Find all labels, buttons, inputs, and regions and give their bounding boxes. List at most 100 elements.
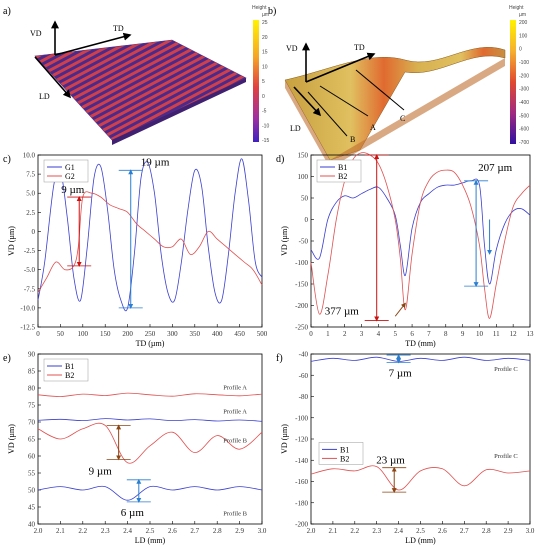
x-tick-label: 7 bbox=[427, 330, 431, 338]
panel-a: a) VD TD LD Height µm 25 20 15 10 5 0 -5 -10 -15 bbox=[3, 5, 269, 145]
panel-d-letter: d) bbox=[276, 154, 284, 165]
y-tick-label: -100 bbox=[295, 414, 308, 422]
y-axis-label: VD (µm) bbox=[280, 226, 289, 256]
x-tick-label: 100 bbox=[78, 330, 89, 338]
y-tick-label: 80 bbox=[28, 385, 36, 393]
y-tick-label: -7.5 bbox=[24, 285, 36, 293]
colorbar-tick-label: -10 bbox=[262, 123, 269, 129]
profile-label-c: C bbox=[400, 114, 405, 123]
x-tick-label: 400 bbox=[212, 330, 223, 338]
y-tick-label: 70 bbox=[28, 419, 36, 427]
td-label-b: TD bbox=[354, 43, 365, 52]
y-tick-label: 0 bbox=[305, 216, 309, 224]
y-tick-label: 10.0 bbox=[23, 152, 36, 160]
x-tick-label: 10 bbox=[476, 330, 484, 338]
profile-label: Profile B bbox=[223, 437, 247, 444]
x-tick-label: 150 bbox=[100, 330, 111, 338]
y-tick-label: -250 bbox=[295, 324, 308, 332]
x-tick-label: 350 bbox=[190, 330, 201, 338]
ld-label-b: LD bbox=[290, 124, 301, 133]
y-tick-label: 7.5 bbox=[26, 171, 35, 179]
colorbar-tick-label: 100 bbox=[519, 33, 528, 39]
y-tick-label: 50 bbox=[301, 195, 309, 203]
panel-b: b) VD TD LD B A C Height µm 200 100 0 -100 -… bbox=[268, 5, 529, 168]
colorbar-tick-label: 25 bbox=[262, 20, 268, 26]
colorbar-tick-label: 15 bbox=[262, 50, 268, 56]
colorbar-tick-label: 0 bbox=[519, 47, 522, 53]
colorbar-tick-label: 5 bbox=[262, 79, 265, 85]
x-tick-label: 0 bbox=[36, 330, 40, 338]
x-tick-label: 2.7 bbox=[460, 527, 469, 535]
y-tick-label: 55 bbox=[28, 470, 36, 478]
profile-line-a bbox=[319, 85, 369, 117]
y-tick-label: -40 bbox=[299, 351, 309, 359]
legend-entry: B1 bbox=[65, 362, 74, 371]
series-line-b1 bbox=[37, 418, 263, 422]
x-tick-label: 3.0 bbox=[258, 527, 267, 535]
x-tick-label: 250 bbox=[145, 330, 156, 338]
x-tick-label: 2.3 bbox=[372, 527, 381, 535]
x-tick-label: 2.8 bbox=[213, 527, 222, 535]
panel-f-letter: f) bbox=[276, 353, 283, 364]
x-tick-label: 2.9 bbox=[504, 527, 513, 535]
x-axis-label: LD (mm) bbox=[405, 536, 436, 545]
y-tick-label: 50 bbox=[28, 487, 36, 495]
y-tick-label: 0 bbox=[32, 228, 36, 236]
x-tick-label: 2.3 bbox=[101, 527, 110, 535]
profile-label: Profile B bbox=[223, 511, 247, 518]
colorbar-tick-label: -5 bbox=[262, 109, 267, 115]
y-tick-label: 2.5 bbox=[26, 209, 35, 217]
y-tick-label: 5.0 bbox=[26, 190, 35, 198]
surface-a-edge bbox=[112, 78, 246, 145]
x-tick-label: 6 bbox=[410, 330, 414, 338]
x-tick-label: 2.5 bbox=[146, 527, 155, 535]
profile-line-b bbox=[307, 91, 348, 137]
td-axis-arrow-b bbox=[305, 52, 376, 83]
legend-entry: G1 bbox=[65, 163, 75, 172]
y-tick-label: -200 bbox=[295, 521, 308, 529]
y-axis-label: VD (µm) bbox=[280, 424, 289, 454]
y-tick-label: -120 bbox=[295, 436, 308, 444]
x-tick-label: 2.0 bbox=[34, 527, 43, 535]
colorbar-tick-label: -400 bbox=[519, 100, 529, 106]
profile-label: Profile A bbox=[223, 409, 247, 416]
y-tick-label: 90 bbox=[28, 351, 36, 359]
legend-entry: B1 bbox=[338, 163, 347, 172]
legend-entry: G2 bbox=[65, 172, 75, 181]
colorbar-tick-label: -500 bbox=[519, 113, 529, 119]
colorbar-a bbox=[253, 20, 259, 142]
profile-label-a: A bbox=[370, 123, 376, 132]
annotation-label: 23 µm bbox=[376, 455, 405, 467]
x-tick-label: 50 bbox=[57, 330, 65, 338]
series-line-g2 bbox=[37, 191, 263, 293]
y-tick-label: 150 bbox=[298, 152, 309, 160]
x-tick-label: 11 bbox=[493, 330, 500, 338]
annotation-label: 6 µm bbox=[121, 507, 145, 519]
x-tick-label: 2.4 bbox=[394, 527, 403, 535]
y-tick-label: -150 bbox=[295, 281, 308, 289]
ld-label-a: LD bbox=[39, 92, 50, 101]
legend-entry: B2 bbox=[65, 371, 74, 380]
x-tick-label: 2.1 bbox=[56, 527, 65, 535]
x-tick-label: 2.2 bbox=[350, 527, 359, 535]
y-tick-label: -50 bbox=[299, 238, 309, 246]
colorbar-tick-label: -600 bbox=[519, 127, 529, 133]
y-tick-label: -12.5 bbox=[20, 324, 35, 332]
panel-b-letter: b) bbox=[268, 6, 276, 17]
colorbar-tick-label: -300 bbox=[519, 87, 529, 93]
legend-entry: B2 bbox=[338, 172, 347, 181]
series-line-b1 bbox=[37, 485, 263, 501]
y-tick-label: 65 bbox=[28, 436, 36, 444]
panel-d: d)0 1 2 3 4 5 6 7 8 9 10 11 12 13150100500-50-100-150… bbox=[276, 152, 534, 349]
x-tick-label: 3 bbox=[360, 330, 364, 338]
y-axis-label: VD (µm) bbox=[7, 226, 16, 256]
x-tick-label: 8 bbox=[444, 330, 448, 338]
x-tick-label: 4 bbox=[377, 330, 381, 338]
y-tick-label: -80 bbox=[299, 393, 309, 401]
annotation-label: 207 µm bbox=[478, 162, 513, 174]
series-line-b1 bbox=[310, 356, 531, 362]
series-line-b2 bbox=[37, 392, 263, 397]
x-tick-label: 500 bbox=[257, 330, 268, 338]
colorbar-a-ticks: 25 20 15 10 5 0 -5 -10 -15 bbox=[262, 20, 269, 144]
